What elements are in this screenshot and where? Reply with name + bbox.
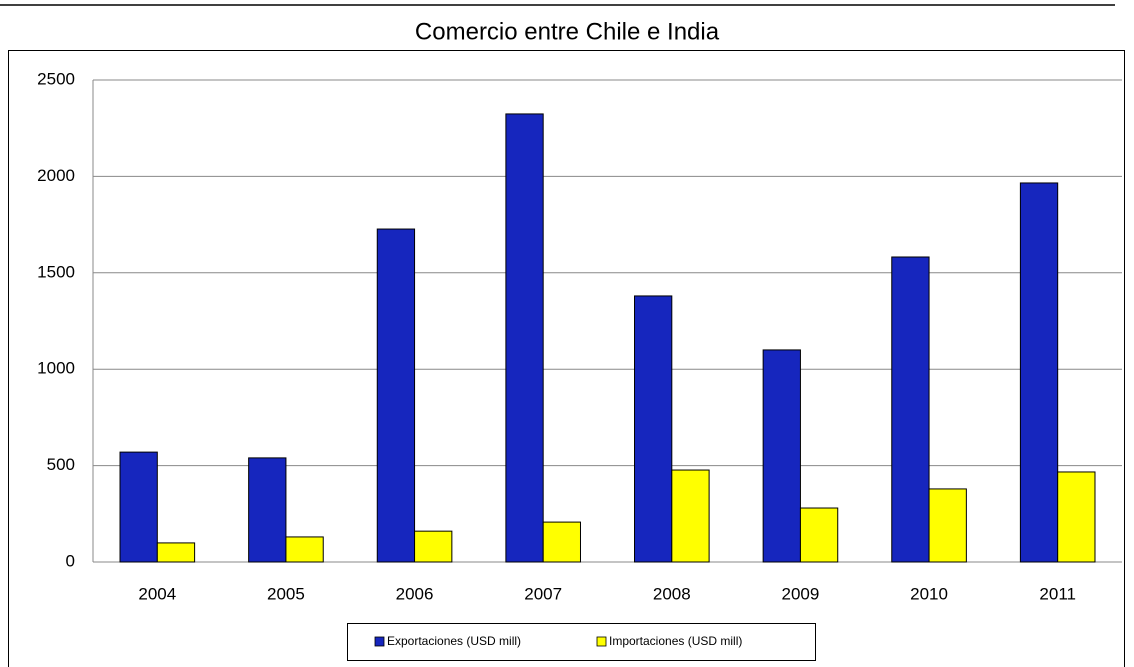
y-tick-label: 500 <box>47 455 75 474</box>
x-tick-label: 2009 <box>782 584 820 603</box>
bar <box>414 530 453 563</box>
bar <box>156 542 196 563</box>
x-tick-label: 2010 <box>910 584 948 603</box>
bar <box>505 113 544 563</box>
legend <box>347 623 816 661</box>
bar <box>285 536 324 563</box>
y-tick-label: 0 <box>66 551 75 570</box>
bar <box>119 451 158 563</box>
bar <box>248 457 287 563</box>
x-tick-label: 2011 <box>1039 584 1076 603</box>
bar <box>762 349 801 563</box>
y-tick-label: 2000 <box>37 166 75 185</box>
chart-title: Comercio entre Chile e India <box>415 18 720 45</box>
bar <box>928 488 967 563</box>
x-tick-label: 2004 <box>138 584 176 603</box>
legend-swatch <box>596 636 607 647</box>
bar <box>376 228 416 563</box>
bar <box>542 521 581 563</box>
y-tick-label: 1000 <box>37 359 75 378</box>
chart-frame <box>8 50 1125 667</box>
bar <box>634 295 673 563</box>
legend-label: Exportaciones (USD mill) <box>387 634 521 648</box>
bar <box>1057 471 1096 563</box>
bar <box>1019 182 1059 563</box>
x-tick-label: 2008 <box>653 584 691 603</box>
bar <box>799 507 839 563</box>
legend-label: Importaciones (USD mill) <box>609 634 742 648</box>
y-tick-label: 2500 <box>37 69 75 88</box>
x-tick-label: 2006 <box>396 584 434 603</box>
legend-swatch <box>374 636 385 647</box>
bar <box>891 256 930 563</box>
y-tick-label: 1500 <box>37 262 75 281</box>
x-tick-label: 2007 <box>524 584 562 603</box>
bar <box>671 469 710 563</box>
x-tick-label: 2005 <box>267 584 305 603</box>
